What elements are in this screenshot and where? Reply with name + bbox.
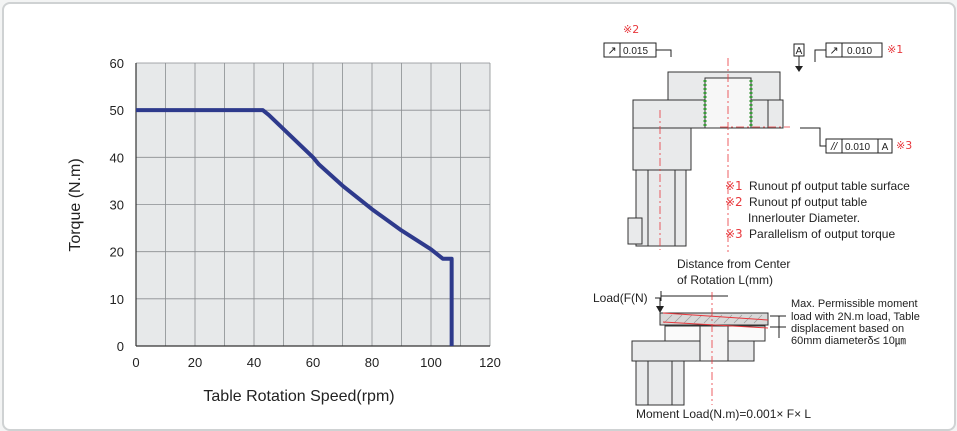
x-tick-label: 40 xyxy=(247,355,261,370)
x-tick-label: 60 xyxy=(306,355,320,370)
svg-text:A: A xyxy=(796,46,803,57)
max-permissible-note: Max. Permissible moment load with 2N.m l… xyxy=(791,298,920,347)
datum-a: A xyxy=(793,43,805,72)
legend-item-2: ※2 Runout pf output table xyxy=(725,195,867,209)
legend-item-3: ※3 Parallelism of output torque xyxy=(725,227,895,241)
torque-speed-chart: 0 20 40 60 80 100 120 0 10 20 30 40 50 60 Torque (N.m… xyxy=(67,56,501,405)
y-tick-label: 20 xyxy=(110,245,124,260)
tick-labels: 0 20 40 60 80 100 120 0 10 20 30 40 50 60 xyxy=(110,56,501,370)
load-label: Load(F(N) xyxy=(593,291,648,305)
load-arrow-line xyxy=(655,297,661,306)
max-note-line-1: Max. Permissible moment xyxy=(791,298,918,310)
tol3-datum: A xyxy=(882,142,889,153)
tol2-value: 0.015 xyxy=(623,46,648,57)
moment-formula: Moment Load(N.m)=0.001× F× L xyxy=(636,407,811,421)
distance-label-2: of Rotation L(mm) xyxy=(677,273,773,287)
runout-arrow-icon: ↗ xyxy=(829,44,838,57)
runout-arrow-icon: ↗ xyxy=(607,44,616,57)
parallelism-icon: // xyxy=(830,141,838,153)
tolerance-legend: ※1 Runout pf output table surface ※2 Run… xyxy=(725,179,910,241)
max-note-line-2: load with 2N.m load, Table xyxy=(791,311,920,323)
tol3-mark: ※3 xyxy=(896,139,912,152)
y-tick-label: 30 xyxy=(110,198,124,213)
y-axis-label: Torque (N.m) xyxy=(67,158,84,251)
distance-label-1: Distance from Center xyxy=(677,257,790,271)
y-tick-label: 40 xyxy=(110,150,124,165)
max-note-line-4: 60mm diameterδ≤ 10㎛ xyxy=(791,335,906,347)
tol2-mark: ※2 xyxy=(623,23,639,36)
series-line-torque xyxy=(136,108,454,346)
tol2-leader xyxy=(656,49,672,57)
max-note-line-3: displacement based on xyxy=(791,323,904,335)
tol1-value: 0.010 xyxy=(847,46,872,57)
y-tick-label: 0 xyxy=(117,339,124,354)
tol1-mark: ※1 xyxy=(887,43,903,56)
tol3-frame: // 0.010 A xyxy=(825,138,893,154)
tol3-value: 0.010 xyxy=(845,142,870,153)
displacement-line xyxy=(662,321,769,329)
grid-lines xyxy=(135,62,491,347)
y-tick-label: 50 xyxy=(110,103,124,118)
tol3-leader xyxy=(800,127,826,147)
legend-item-2-cont: Innerlouter Diameter. xyxy=(748,211,860,225)
legend-item-1: ※1 Runout pf output table surface xyxy=(725,179,910,193)
tol1-frame: ↗ 0.010 xyxy=(825,42,883,58)
x-axis-label: Table Rotation Speed(rpm) xyxy=(203,388,394,405)
y-tick-label: 60 xyxy=(110,56,124,71)
x-tick-label: 0 xyxy=(132,355,139,370)
x-tick-label: 80 xyxy=(365,355,379,370)
tol1-leader xyxy=(814,49,826,62)
x-tick-label: 100 xyxy=(420,355,442,370)
y-tick-label: 10 xyxy=(110,292,124,307)
x-tick-label: 20 xyxy=(188,355,202,370)
tol2-frame: ↗ 0.015 xyxy=(603,42,657,58)
displacement-line xyxy=(662,312,769,321)
load-arrow-head xyxy=(656,306,664,313)
x-tick-label: 120 xyxy=(479,355,501,370)
